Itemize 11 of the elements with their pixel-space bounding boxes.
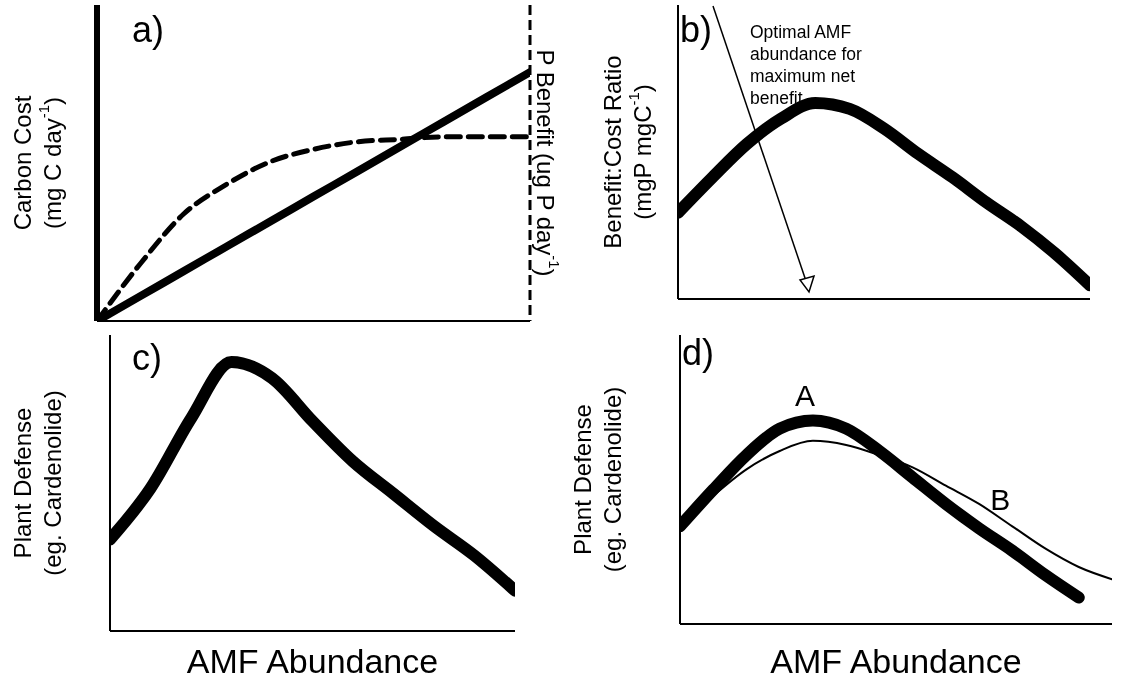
series-label: B xyxy=(990,483,1011,517)
chart-title: c) xyxy=(132,337,162,378)
x-axis-title: AMF Abundance xyxy=(185,642,440,680)
y-axis-title: Plant Defense (eg. Cardenolide) xyxy=(8,390,66,576)
x-axis-title: AMF Abundance xyxy=(769,642,1023,680)
y-axis-title: Plant Defense (eg. Cardenolide) xyxy=(568,386,626,573)
annotation: Optimal AMF abundance for maximum net benefit xyxy=(750,22,863,110)
chart-title: a) xyxy=(132,9,165,50)
chart-title: b) xyxy=(680,9,713,50)
series-label: A xyxy=(794,379,815,413)
chart-title: d) xyxy=(682,332,715,373)
